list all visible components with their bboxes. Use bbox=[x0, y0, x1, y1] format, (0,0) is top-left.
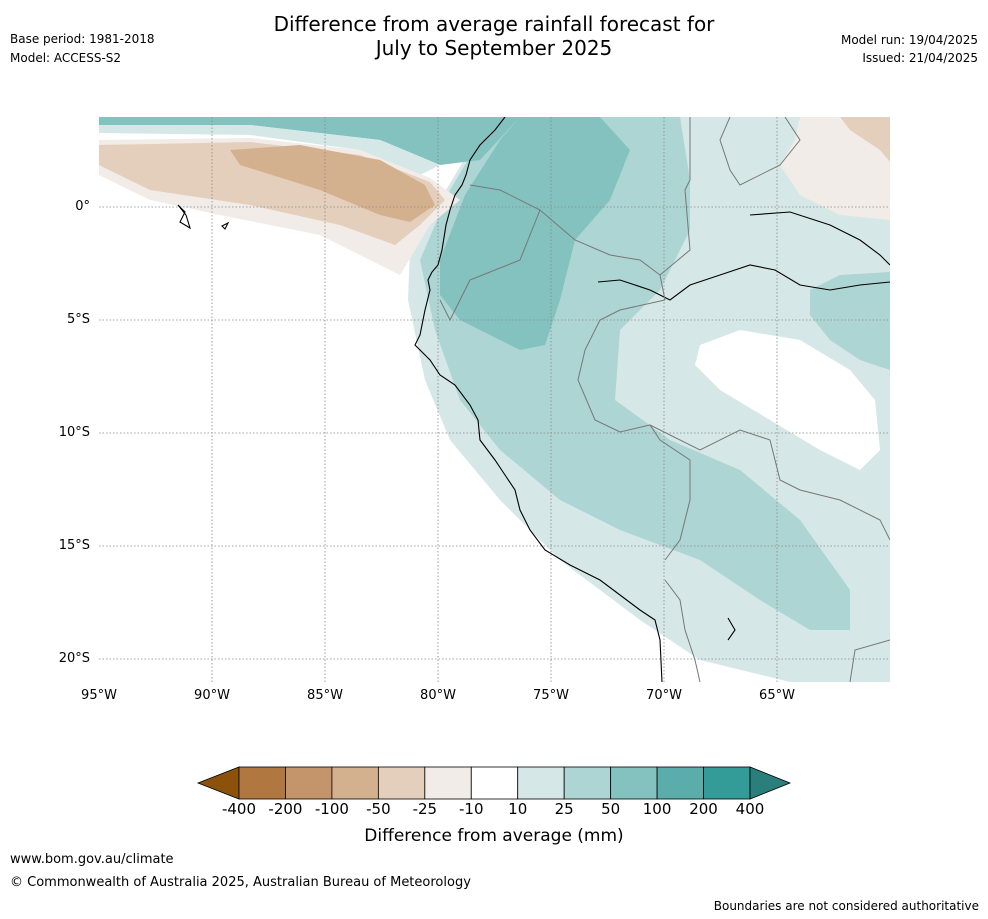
colorbar-segment bbox=[285, 766, 333, 800]
colorbar-label: Difference from average (mm) bbox=[364, 826, 624, 846]
colorbar-segment bbox=[656, 766, 704, 800]
title-line-2: July to September 2025 bbox=[375, 36, 613, 60]
lat-label-5s: 5°S bbox=[66, 312, 90, 327]
colorbar-tick-label: -100 bbox=[314, 800, 349, 818]
colorbar-segment bbox=[470, 766, 519, 800]
colorbar-tick-label: 100 bbox=[642, 800, 672, 818]
contour-ne-dry bbox=[780, 117, 890, 220]
colorbar-segment bbox=[703, 766, 751, 800]
colorbar-segment bbox=[424, 766, 472, 800]
model-run: Model run: 19/04/2025 bbox=[840, 33, 978, 47]
lon-label-70w: 70°W bbox=[646, 688, 682, 703]
country-boundaries bbox=[439, 117, 890, 682]
colorbar-tick-label: 400 bbox=[735, 800, 765, 818]
colorbar-arrow-low bbox=[196, 766, 240, 800]
contour-dry-50 bbox=[230, 145, 435, 222]
lon-label-95w: 95°W bbox=[81, 688, 117, 703]
coastline bbox=[177, 117, 890, 682]
title-line-1: Difference from average rainfall forecas… bbox=[273, 12, 715, 36]
lon-label-75w: 75°W bbox=[533, 688, 569, 703]
model-name: Model: ACCESS-S2 bbox=[10, 51, 122, 65]
colorbar-tick-label: 25 bbox=[554, 800, 574, 818]
lat-label-20s: 20°S bbox=[58, 651, 90, 666]
colorbar-segment bbox=[238, 766, 286, 800]
colorbar-tick-label: -50 bbox=[366, 800, 391, 818]
colorbar-tick-label: 50 bbox=[601, 800, 621, 818]
colorbar-segment bbox=[331, 766, 379, 800]
lon-label-90w: 90°W bbox=[194, 688, 230, 703]
rainfall-anomaly-field bbox=[99, 117, 890, 682]
lon-label-85w: 85°W bbox=[307, 688, 343, 703]
footer-disclaimer: Boundaries are not considered authoritat… bbox=[713, 899, 979, 913]
colorbar-segment bbox=[517, 766, 565, 800]
lat-label-0: 0° bbox=[75, 199, 90, 214]
colorbar-tick-label: -25 bbox=[412, 800, 438, 818]
base-period: Base period: 1981-2018 bbox=[10, 32, 155, 46]
lat-label-15s: 15°S bbox=[58, 538, 90, 553]
colorbar-segment bbox=[563, 766, 612, 800]
colorbar-segment bbox=[377, 766, 426, 800]
footer-copyright: © Commonwealth of Australia 2025, Austra… bbox=[10, 875, 471, 890]
lat-label-10s: 10°S bbox=[58, 425, 90, 440]
colorbar-segment bbox=[610, 766, 658, 800]
lon-label-65w: 65°W bbox=[759, 688, 795, 703]
contour-50-100 bbox=[440, 117, 630, 350]
contour-white-hole bbox=[695, 330, 880, 470]
issued-date: Issued: 21/04/2025 bbox=[862, 51, 978, 65]
contour-east-blob bbox=[810, 272, 890, 370]
map-title: Difference from average rainfall forecas… bbox=[0, 12, 988, 60]
colorbar-tick-label: 10 bbox=[508, 800, 528, 818]
colorbar-tick-label: -200 bbox=[268, 800, 303, 818]
colorbar-tick-label: -10 bbox=[459, 800, 484, 818]
colorbar-tick-label: -400 bbox=[221, 800, 257, 818]
lon-label-80w: 80°W bbox=[420, 688, 456, 703]
colorbar-arrow-high bbox=[749, 766, 792, 800]
colorbar-tick-label: 200 bbox=[689, 800, 718, 818]
footer-url[interactable]: www.bom.gov.au/climate bbox=[10, 852, 174, 867]
contour-north-ocean bbox=[99, 117, 520, 165]
graticule bbox=[99, 117, 890, 682]
colorbar bbox=[196, 766, 792, 800]
